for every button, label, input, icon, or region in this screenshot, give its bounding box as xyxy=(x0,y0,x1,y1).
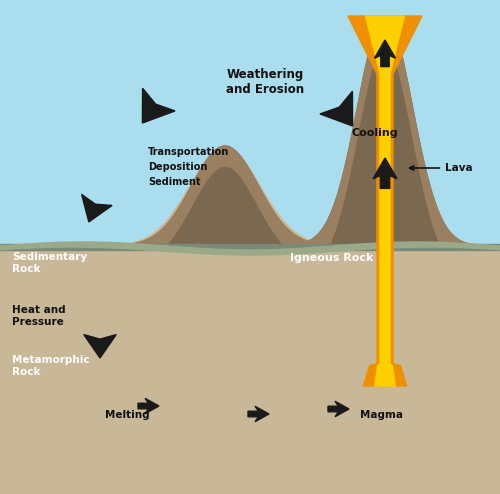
Text: Cooling: Cooling xyxy=(352,128,399,138)
Polygon shape xyxy=(0,349,500,414)
Text: Heat and
Pressure: Heat and Pressure xyxy=(12,305,66,327)
Polygon shape xyxy=(270,16,500,246)
Polygon shape xyxy=(0,244,500,250)
Polygon shape xyxy=(374,40,396,67)
Text: Metamorphic
Rock: Metamorphic Rock xyxy=(12,355,90,376)
Polygon shape xyxy=(270,16,500,246)
Polygon shape xyxy=(0,270,500,313)
Polygon shape xyxy=(0,302,500,348)
Polygon shape xyxy=(0,242,500,255)
Polygon shape xyxy=(0,379,500,494)
Text: Igneous Rock: Igneous Rock xyxy=(290,253,374,263)
Text: Weathering
and Erosion: Weathering and Erosion xyxy=(226,68,304,96)
Polygon shape xyxy=(373,158,397,188)
Polygon shape xyxy=(0,414,500,494)
Polygon shape xyxy=(138,398,159,413)
Polygon shape xyxy=(100,146,360,246)
Polygon shape xyxy=(0,444,500,494)
Polygon shape xyxy=(0,256,500,294)
Text: Sediment: Sediment xyxy=(148,177,201,187)
Text: Lava: Lava xyxy=(410,163,472,173)
Text: Magma: Magma xyxy=(360,410,403,420)
Text: Sedimentary
Rock: Sedimentary Rock xyxy=(12,252,87,274)
Polygon shape xyxy=(100,146,360,246)
Polygon shape xyxy=(0,21,500,494)
Text: Transportation: Transportation xyxy=(148,147,229,157)
Polygon shape xyxy=(0,366,500,395)
Polygon shape xyxy=(248,406,269,422)
Polygon shape xyxy=(328,401,349,417)
Polygon shape xyxy=(348,16,422,386)
Polygon shape xyxy=(366,16,405,386)
Polygon shape xyxy=(0,325,500,366)
Polygon shape xyxy=(142,88,175,123)
Polygon shape xyxy=(0,367,500,494)
Polygon shape xyxy=(84,334,116,358)
Text: Deposition: Deposition xyxy=(148,162,208,172)
Polygon shape xyxy=(0,285,500,330)
Polygon shape xyxy=(320,91,352,126)
Text: Melting: Melting xyxy=(105,410,150,420)
Polygon shape xyxy=(0,346,500,382)
Polygon shape xyxy=(82,194,112,222)
Polygon shape xyxy=(0,247,500,276)
